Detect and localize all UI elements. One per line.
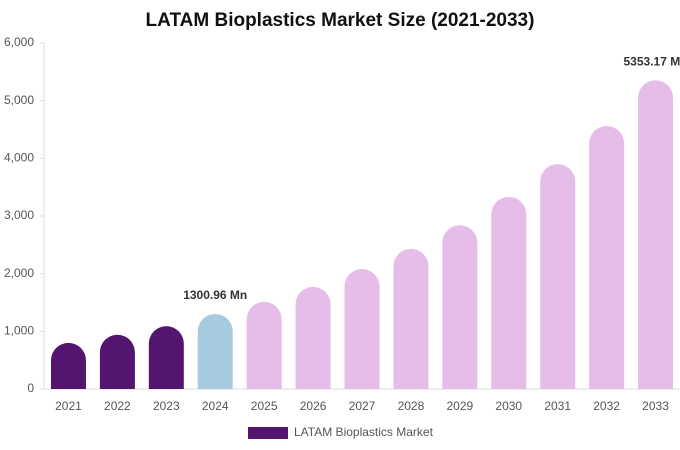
x-tick-label: 2021: [55, 399, 82, 413]
bar: [589, 126, 625, 389]
bar: [442, 225, 478, 389]
x-tick-label: 2027: [349, 399, 376, 413]
x-tick-label: 2022: [104, 399, 131, 413]
y-tick-label: 4,000: [4, 151, 34, 165]
x-tick-label: 2033: [642, 399, 669, 413]
bar: [99, 334, 135, 389]
bar: [246, 301, 282, 389]
legend-swatch: [248, 427, 288, 439]
x-tick-label: 2026: [300, 399, 327, 413]
y-tick-label: 6,000: [4, 35, 34, 49]
x-tick-label: 2030: [495, 399, 522, 413]
bar: [50, 342, 86, 389]
bar: [295, 286, 331, 389]
y-tick-label: 3,000: [4, 208, 34, 222]
bar: [491, 196, 527, 389]
chart-title: LATAM Bioplastics Market Size (2021-2033…: [146, 10, 535, 31]
y-tick-label: 0: [27, 381, 34, 395]
x-tick-label: 2031: [544, 399, 571, 413]
bar: [148, 326, 184, 389]
y-tick-label: 1,000: [4, 324, 34, 338]
bar: [197, 313, 233, 389]
x-tick-label: 2024: [202, 399, 229, 413]
bar: [540, 164, 576, 389]
x-tick-label: 2032: [593, 399, 620, 413]
y-tick-label: 5,000: [4, 93, 34, 107]
bar: [393, 248, 429, 389]
x-tick-label: 2028: [398, 399, 425, 413]
x-tick-label: 2025: [251, 399, 278, 413]
bar: [638, 80, 674, 389]
y-tick-label: 2,000: [4, 266, 34, 280]
x-tick-label: 2029: [446, 399, 473, 413]
legend-label: LATAM Bioplastics Market: [294, 425, 434, 439]
value-label: 5353.17 Mn: [624, 54, 680, 68]
bar: [344, 269, 380, 389]
x-tick-label: 2023: [153, 399, 180, 413]
value-label: 1300.96 Mn: [183, 288, 247, 302]
